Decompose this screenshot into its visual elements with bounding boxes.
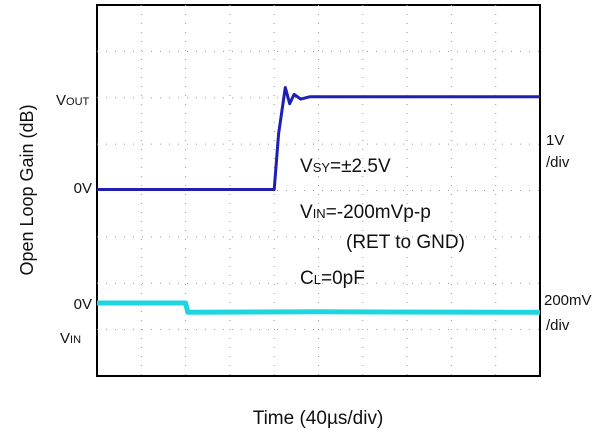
cond-load: CL=0pF: [300, 268, 365, 289]
zero-label-top: 0V: [74, 180, 92, 197]
y-axis-label: Open Loop Gain (dB): [17, 104, 37, 275]
x-axis-label: Time (40µs/div): [253, 408, 384, 429]
traces: [97, 86, 541, 315]
cond-supply: VSY=±2.5V: [300, 156, 391, 177]
series-line-vout: [97, 86, 540, 191]
scale-bottom-value: 200mV: [544, 292, 592, 309]
zero-label-bottom: 0V: [74, 296, 92, 313]
scale-top-unit: /div: [546, 154, 570, 171]
cond-input: VIN=-200mVp-p: [300, 202, 431, 223]
scale-bottom-unit: /div: [546, 317, 570, 334]
cond-ret: (RET to GND): [346, 232, 465, 253]
vin-label: VIN: [60, 330, 81, 347]
series-line-vin: [97, 300, 541, 315]
scale-top-value: 1V: [546, 132, 564, 149]
vout-label: VOUT: [56, 92, 90, 109]
